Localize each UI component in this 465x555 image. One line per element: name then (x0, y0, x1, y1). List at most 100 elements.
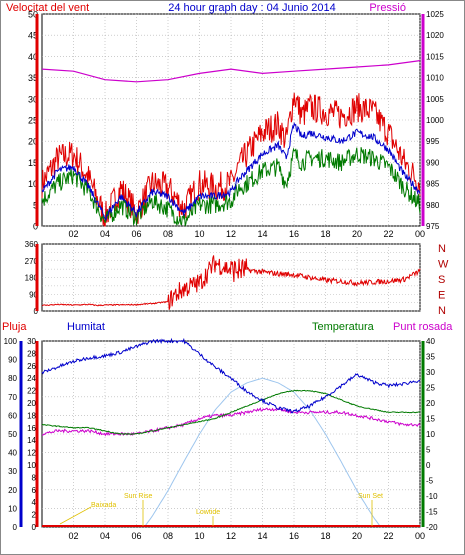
panel2-tick-label: 90 (29, 290, 38, 299)
panel1-left-tick-label: 25 (28, 116, 38, 126)
panel3-x-tick-label: 12 (226, 531, 236, 541)
rain-tick-label: 4 (32, 498, 37, 507)
compass-label: N (438, 243, 446, 255)
humidity-tick-label: 80 (8, 374, 17, 383)
legend-pluja: Pluja (2, 321, 27, 333)
panel1-right-tick-label: 995 (426, 137, 440, 146)
panel3-x-tick-label: 20 (352, 531, 362, 541)
temperature-tick-label: 10 (426, 430, 435, 439)
rain-tick-label: 2 (32, 511, 37, 520)
rain-tick-label: 22 (27, 387, 36, 396)
rain-tick-label: 16 (27, 424, 36, 433)
panel2-tick-label: 360 (25, 240, 39, 249)
legend-punt-rosada: Punt rosada (393, 321, 453, 333)
panel2-tick-label: 180 (25, 274, 39, 283)
compass-label: S (438, 274, 445, 286)
annotation-label: Sun Set (358, 493, 383, 500)
panel3-x-tick-label: 22 (383, 531, 393, 541)
panel3-x-tick-label: 00 (415, 531, 425, 541)
rain-tick-label: 20 (27, 399, 36, 408)
temperature-tick-label: -20 (426, 523, 438, 532)
annotation-label: Baixada (91, 502, 116, 509)
compass-label: N (438, 305, 446, 317)
panel3-x-tick-label: 04 (100, 531, 110, 541)
temperature-tick-label: 35 (426, 353, 435, 362)
humidity-tick-label: 30 (8, 467, 17, 476)
temperature-tick-label: 15 (426, 415, 435, 424)
annotation-marker (59, 506, 92, 525)
rain-tick-label: 10 (27, 461, 36, 470)
panel1-x-tick-label: 12 (226, 229, 236, 239)
temperature-tick-label: 25 (426, 384, 435, 393)
panel1-x-tick-label: 00 (415, 229, 425, 239)
panel3-x-tick-label: 16 (289, 531, 299, 541)
humidity-tick-label: 0 (13, 523, 18, 532)
panel1-right-tick-label: 1005 (426, 95, 444, 104)
rain-tick-label: 0 (32, 523, 37, 532)
wind-average-series-line (41, 121, 421, 222)
panel1-right-tick-label: 1020 (426, 31, 444, 40)
panel1-left-tick-label: 0 (33, 222, 38, 232)
header-wind-speed-label: Velocitat del vent (6, 2, 89, 14)
panel1-right-tick-label: 975 (426, 222, 440, 231)
panel1-right-tick-label: 990 (426, 158, 440, 167)
panel1-left-tick-label: 50 (28, 10, 38, 20)
panel1-right-tick-label: 985 (426, 180, 440, 189)
temperature-tick-label: 0 (426, 461, 431, 470)
panel1-x-tick-label: 18 (320, 229, 330, 239)
rain-tick-label: 28 (27, 349, 36, 358)
annotation-label: Lowtide (196, 509, 220, 516)
panel1-x-tick-label: 10 (194, 229, 204, 239)
humidity-tick-label: 60 (8, 411, 17, 420)
humidity-tick-label: 20 (8, 486, 17, 495)
panel1-right-tick-label: 1015 (426, 52, 444, 61)
humidity-tick-label: 100 (4, 337, 18, 346)
panel1-left-tick-label: 40 (28, 52, 38, 62)
panel1-left-tick-label: 35 (28, 73, 38, 83)
humidity-tick-label: 10 (8, 504, 17, 513)
temperature-tick-label: -10 (426, 492, 438, 501)
panel1-x-tick-label: 22 (383, 229, 393, 239)
panel1-right-tick-label: 1000 (426, 116, 444, 125)
panel3-x-tick-label: 02 (68, 531, 78, 541)
rain-tick-label: 30 (27, 337, 36, 346)
wind-gust-series-line (41, 92, 421, 227)
rain-tick-label: 8 (32, 473, 37, 482)
rain-tick-label: 18 (27, 411, 36, 420)
temperature-series-line (42, 389, 421, 436)
header-pressure-label: Pressió (369, 2, 406, 14)
humidity-tick-label: 50 (8, 430, 17, 439)
humidity-tick-label: 40 (8, 449, 17, 458)
panel1-left-tick-label: 20 (28, 137, 38, 147)
rain-tick-label: 14 (27, 436, 36, 445)
panel3-x-tick-label: 18 (320, 531, 330, 541)
temperature-tick-label: 30 (426, 368, 435, 377)
panel1-x-tick-label: 04 (100, 229, 110, 239)
panel3-x-tick-label: 08 (163, 531, 173, 541)
legend-temperatura: Temperatura (312, 321, 375, 333)
panel1-x-tick-label: 06 (131, 229, 141, 239)
temperature-tick-label: 5 (426, 446, 431, 455)
compass-label: W (438, 259, 449, 271)
panel2-tick-label: 270 (25, 257, 39, 266)
temperature-tick-label: 20 (426, 399, 435, 408)
panel2-tick-label: 0 (34, 307, 39, 316)
panel1-x-tick-label: 02 (68, 229, 78, 239)
panel1-right-tick-label: 980 (426, 201, 440, 210)
panel3-x-tick-label: 14 (257, 531, 267, 541)
humidity-tick-label: 70 (8, 393, 17, 402)
chart-title: 24 hour graph day : 04 Junio 2014 (168, 2, 336, 14)
legend-humitat: Humitat (67, 321, 105, 333)
wind-direction-series-line (41, 255, 421, 310)
temperature-tick-label: -15 (426, 508, 438, 517)
sun-elevation-curve (143, 377, 382, 528)
panel1-x-tick-label: 14 (257, 229, 267, 239)
panel1-x-tick-label: 08 (163, 229, 173, 239)
panel3-x-tick-label: 06 (131, 531, 141, 541)
panel3-x-tick-label: 10 (194, 531, 204, 541)
panel1-left-tick-label: 30 (28, 94, 38, 104)
rain-tick-label: 24 (27, 374, 36, 383)
pressure-series-line (41, 60, 421, 83)
panel1-left-tick-label: 45 (28, 31, 38, 41)
